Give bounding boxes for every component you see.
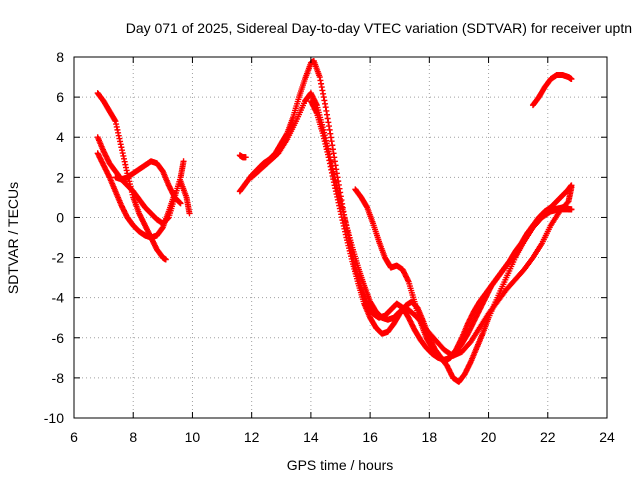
series-track-k xyxy=(236,152,249,161)
x-tick-label: 16 xyxy=(362,429,378,445)
x-tick-label: 18 xyxy=(422,429,438,445)
series-track-i xyxy=(352,182,575,365)
y-tick-label: 8 xyxy=(56,49,64,65)
y-tick-label: 0 xyxy=(56,209,64,225)
data-point xyxy=(568,182,575,189)
x-tick-label: 14 xyxy=(303,429,319,445)
data-point xyxy=(568,76,575,83)
y-tick-label: -6 xyxy=(52,330,65,346)
y-axis-label: SDTVAR / TECUs xyxy=(5,182,21,294)
x-tick-label: 24 xyxy=(599,429,615,445)
plot-frame xyxy=(73,56,608,419)
x-axis-label: GPS time / hours xyxy=(287,457,394,473)
x-tick-label: 12 xyxy=(244,429,260,445)
y-tick-label: 2 xyxy=(56,169,64,185)
x-tick-label: 6 xyxy=(70,429,78,445)
series-track-d xyxy=(112,158,184,207)
x-tick-label: 10 xyxy=(185,429,201,445)
y-tick-label: 6 xyxy=(56,89,64,105)
y-tick-label: -10 xyxy=(44,410,64,426)
y-tick-label: -4 xyxy=(52,290,65,306)
y-tick-label: -2 xyxy=(52,250,65,266)
y-tick-label: -8 xyxy=(52,370,65,386)
x-tick-label: 22 xyxy=(540,429,556,445)
data-point xyxy=(180,158,187,165)
data-point xyxy=(568,206,575,213)
data-point xyxy=(242,154,249,161)
data-point xyxy=(177,200,184,207)
x-tick-label: 8 xyxy=(129,429,137,445)
series-track-j xyxy=(529,72,575,109)
y-tick-label: 4 xyxy=(56,129,64,145)
plot-area xyxy=(94,58,575,385)
data-point xyxy=(186,210,193,217)
x-tick-label: 20 xyxy=(481,429,497,445)
chart-title: Day 071 of 2025, Sidereal Day-to-day VTE… xyxy=(126,20,632,36)
series-track-e xyxy=(177,178,193,217)
data-point xyxy=(162,256,169,263)
